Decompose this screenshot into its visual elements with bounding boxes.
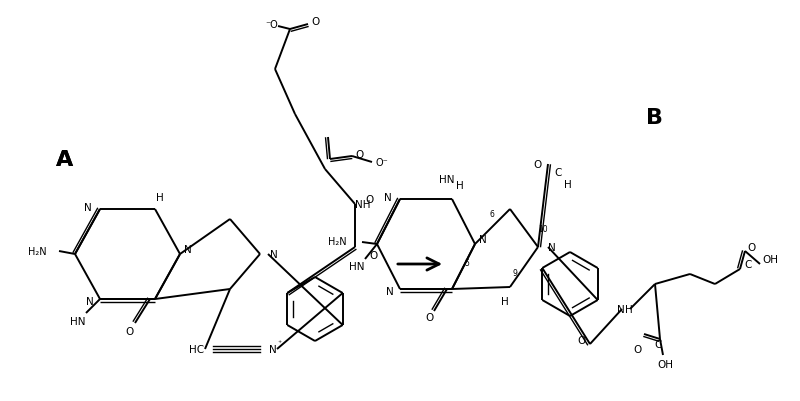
Text: H₂N: H₂N bbox=[328, 237, 347, 246]
Text: N: N bbox=[386, 286, 394, 296]
Text: N: N bbox=[184, 244, 192, 254]
Text: O: O bbox=[748, 242, 756, 252]
Text: N: N bbox=[269, 344, 277, 354]
Text: O: O bbox=[578, 335, 586, 345]
Text: N: N bbox=[548, 242, 556, 252]
Text: 6: 6 bbox=[490, 210, 494, 219]
Text: N: N bbox=[86, 296, 94, 306]
Text: N: N bbox=[617, 304, 625, 314]
Text: O: O bbox=[369, 250, 377, 260]
Text: HN: HN bbox=[439, 174, 454, 184]
Text: H: H bbox=[456, 180, 464, 190]
Text: O: O bbox=[426, 312, 434, 322]
Text: O: O bbox=[534, 160, 542, 170]
Text: H: H bbox=[501, 296, 509, 306]
Text: A: A bbox=[56, 150, 74, 170]
Text: O: O bbox=[634, 344, 642, 354]
Text: C: C bbox=[654, 339, 662, 349]
Text: N: N bbox=[270, 249, 278, 259]
Text: N: N bbox=[384, 192, 392, 203]
Text: H₂N: H₂N bbox=[28, 246, 47, 256]
Text: C: C bbox=[744, 259, 752, 269]
Text: O: O bbox=[366, 194, 374, 205]
Text: 5: 5 bbox=[465, 258, 470, 267]
Text: 10: 10 bbox=[538, 225, 548, 234]
Text: O: O bbox=[356, 150, 364, 160]
Text: N: N bbox=[84, 203, 92, 213]
Text: B: B bbox=[646, 108, 663, 128]
Text: H: H bbox=[156, 192, 164, 203]
Text: C: C bbox=[554, 168, 562, 178]
Text: O: O bbox=[126, 326, 134, 336]
Text: O⁻: O⁻ bbox=[376, 158, 388, 168]
Text: NH: NH bbox=[355, 200, 370, 209]
Text: HN: HN bbox=[70, 316, 86, 326]
Text: H: H bbox=[564, 180, 572, 190]
Text: OH: OH bbox=[762, 254, 778, 264]
Text: HC: HC bbox=[190, 344, 205, 354]
Text: 9: 9 bbox=[513, 268, 518, 277]
Text: OH: OH bbox=[657, 359, 673, 369]
Text: A: A bbox=[56, 150, 74, 170]
Text: O: O bbox=[311, 17, 319, 27]
Text: HN: HN bbox=[350, 261, 365, 271]
Text: ⁻O: ⁻O bbox=[266, 20, 278, 30]
Text: H: H bbox=[625, 304, 633, 314]
Text: N: N bbox=[479, 235, 487, 244]
Text: ⁺: ⁺ bbox=[278, 339, 282, 348]
